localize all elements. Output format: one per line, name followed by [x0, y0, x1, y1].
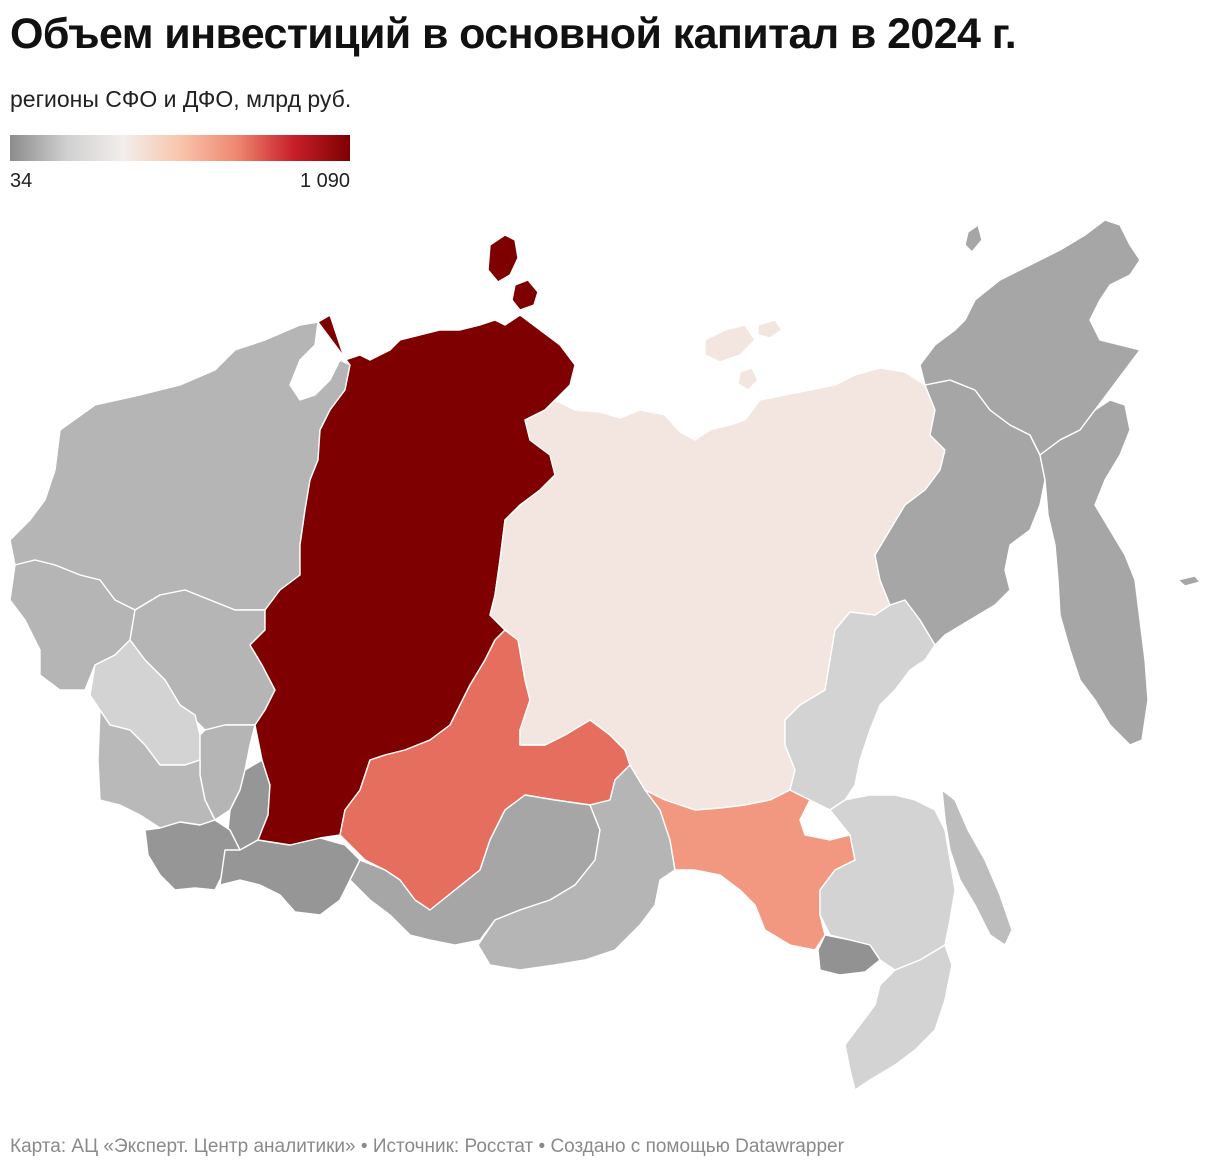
region-krasnoyarsk-island[interactable] [511, 279, 539, 311]
legend-max-label: 1 090 [299, 170, 350, 192]
legend-min-label: 34 [10, 170, 33, 192]
source-footer: Карта: АЦ «Эксперт. Центр аналитики» • И… [10, 1136, 844, 1157]
chart-subtitle: регионы СФО и ДФО, млрд руб. [10, 86, 352, 112]
region-yakutia-island[interactable] [757, 319, 783, 339]
region-jewish-ao[interactable] [817, 934, 881, 976]
region-krasnoyarsk-island[interactable] [487, 234, 519, 283]
chart-title: Объем инвестиций в основной капитал в 20… [10, 10, 1017, 58]
region-kamchatka-island[interactable] [1177, 575, 1201, 587]
color-legend: 34 1 090 [10, 135, 350, 196]
region-sakhalin[interactable] [941, 789, 1013, 946]
region-yakutia-island[interactable] [737, 367, 759, 391]
region-chukotka-island[interactable] [964, 224, 983, 253]
choropleth-map [9, 219, 1201, 1091]
region-primorye[interactable] [844, 944, 953, 1091]
legend-gradient-bar [10, 135, 350, 161]
region-kamchatka[interactable] [1039, 399, 1149, 746]
region-tyva[interactable] [219, 837, 361, 916]
region-amur[interactable] [644, 789, 856, 951]
region-yakutia-island[interactable] [704, 324, 756, 363]
region-chukotka[interactable] [919, 219, 1141, 456]
region-altai-krai[interactable] [97, 709, 216, 829]
